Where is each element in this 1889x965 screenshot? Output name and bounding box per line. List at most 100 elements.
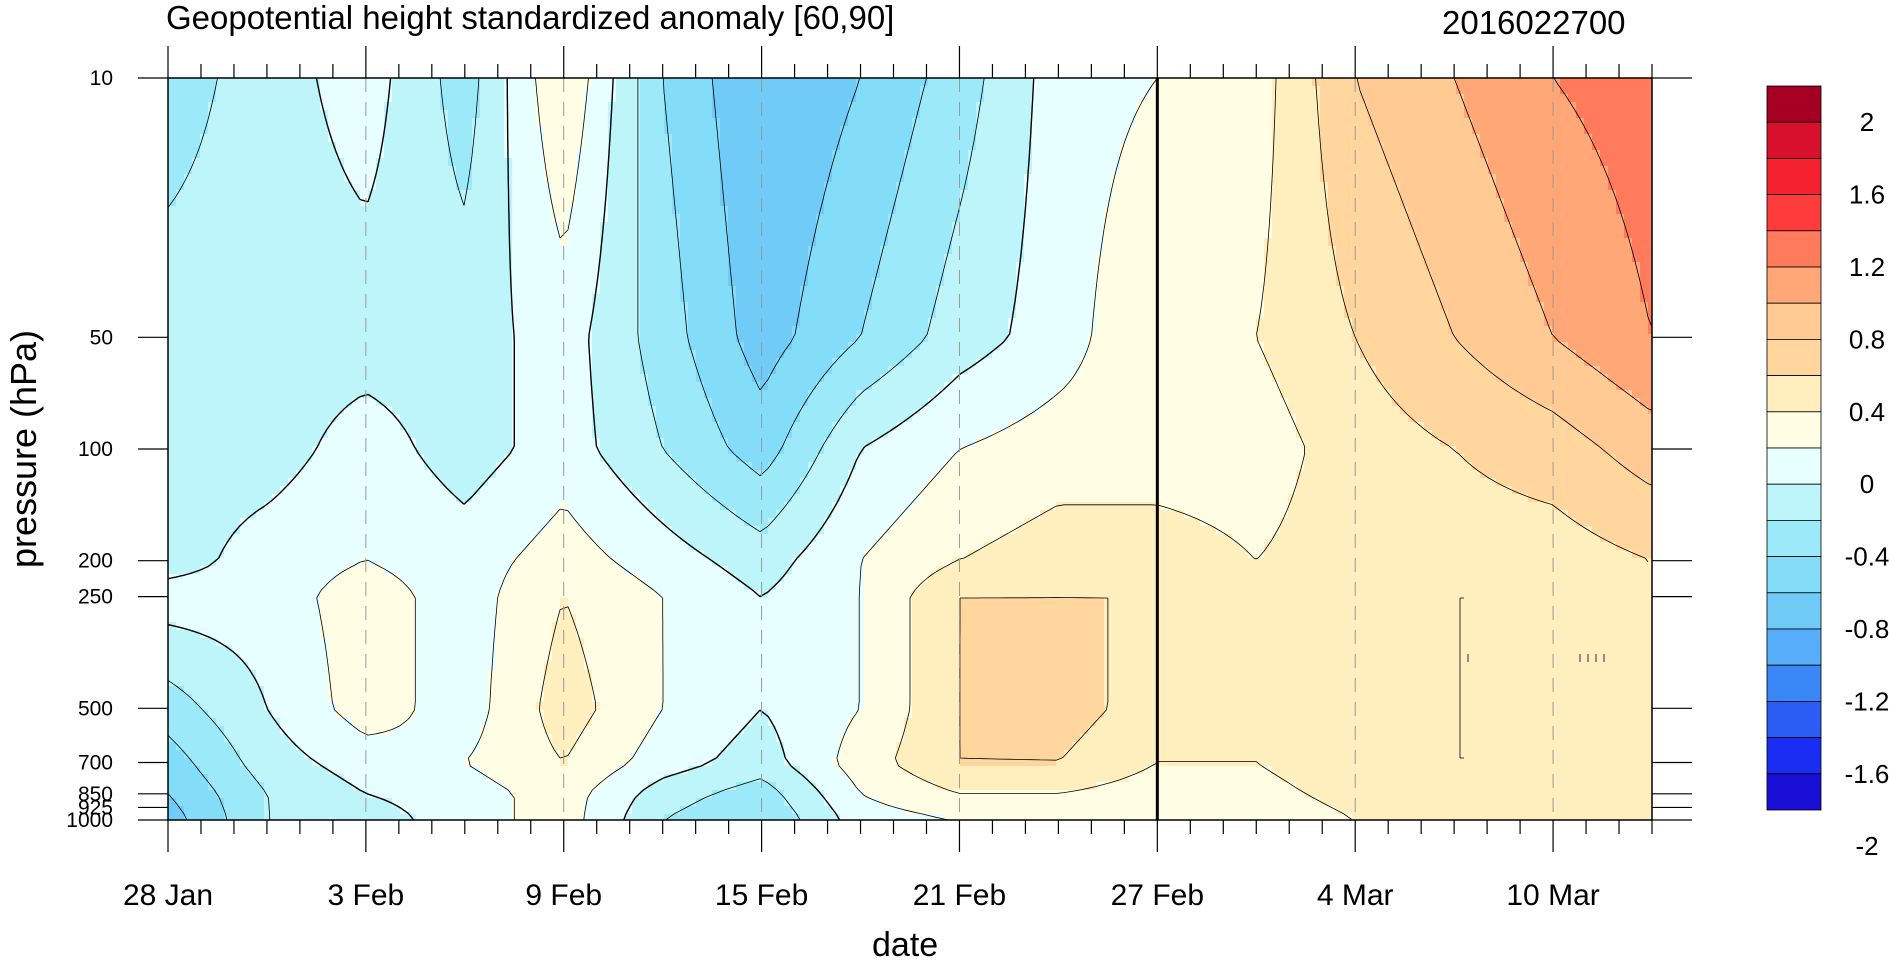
contour-cell [1344, 174, 1353, 183]
contour-cell [440, 198, 449, 207]
contour-cell [1032, 238, 1041, 247]
contour-cell [352, 270, 361, 279]
contour-cell [1368, 286, 1377, 295]
contour-cell [1600, 166, 1609, 175]
contour-cell [1480, 142, 1489, 151]
contour-cell [632, 110, 641, 119]
contour-cell [376, 166, 385, 175]
contour-cell [1120, 134, 1129, 143]
contour-cell [856, 150, 865, 159]
contour-cell [960, 198, 969, 207]
contour-cell [1440, 134, 1449, 143]
contour-cell [1320, 142, 1329, 151]
contour-cell [1392, 166, 1401, 175]
contour-cell [1120, 94, 1129, 103]
contour-cell [1584, 166, 1593, 175]
contour-cell [1288, 134, 1297, 143]
contour-cell [1544, 182, 1553, 191]
contour-cell [1344, 238, 1353, 247]
contour-cell [768, 230, 777, 239]
contour-cell [504, 262, 513, 271]
contour-cell [544, 126, 553, 135]
contour-cell [1352, 206, 1361, 215]
contour-cell [584, 158, 593, 167]
contour-cell [664, 102, 673, 111]
contour-cell [704, 238, 713, 247]
contour-cell [192, 206, 201, 215]
contour-cell [608, 198, 617, 207]
contour-cell [1448, 262, 1457, 271]
contour-cell [704, 206, 713, 215]
contour-cell [1640, 262, 1649, 271]
contour-cell [1240, 150, 1249, 159]
contour-cell [336, 78, 345, 87]
contour-cell [880, 214, 889, 223]
contour-cell [1544, 278, 1553, 287]
contour-cell [1392, 222, 1401, 231]
contour-cell [992, 94, 1001, 103]
contour-cell [1320, 230, 1329, 239]
contour-cell [1104, 102, 1113, 111]
contour-cell [192, 198, 201, 207]
contour-cell [1344, 222, 1353, 231]
contour-cell [904, 94, 913, 103]
contour-cell [232, 102, 241, 111]
contour-cell [1432, 94, 1441, 103]
contour-cell [824, 110, 833, 119]
contour-cell [632, 230, 641, 239]
contour-cell [976, 222, 985, 231]
contour-cell [192, 246, 201, 255]
contour-cell [952, 246, 961, 255]
contour-cell [488, 262, 497, 271]
contour-cell [568, 134, 577, 143]
contour-cell [1144, 134, 1153, 143]
contour-cell [648, 262, 657, 271]
contour-cell [1032, 270, 1041, 279]
contour-cell [568, 166, 577, 175]
contour-cell [720, 150, 729, 159]
contour-cell [208, 86, 217, 95]
contour-cell [344, 238, 353, 247]
contour-cell [704, 286, 713, 295]
contour-cell [1456, 174, 1465, 183]
contour-cell [328, 102, 337, 111]
contour-cell [408, 246, 417, 255]
contour-cell [432, 142, 441, 151]
contour-cell [1416, 158, 1425, 167]
contour-cell [1056, 278, 1065, 287]
contour-cell [1072, 142, 1081, 151]
contour-cell [776, 198, 785, 207]
contour-cell [656, 286, 665, 295]
contour-cell [984, 238, 993, 247]
contour-cell [832, 174, 841, 183]
contour-cell [904, 286, 913, 295]
contour-cell [280, 214, 289, 223]
contour-cell [1328, 86, 1337, 95]
contour-cell [560, 102, 569, 111]
contour-cell [688, 246, 697, 255]
contour-cell [1200, 246, 1209, 255]
contour-cell [280, 286, 289, 295]
contour-cell [1144, 158, 1153, 167]
contour-cell [1112, 174, 1121, 183]
contour-cell [488, 78, 497, 87]
contour-cell [376, 278, 385, 287]
contour-cell [800, 94, 809, 103]
contour-cell [328, 166, 337, 175]
contour-cell [432, 86, 441, 95]
contour-cell [1328, 118, 1337, 127]
contour-cell [1464, 246, 1473, 255]
contour-cell [1400, 142, 1409, 151]
contour-cell [1592, 198, 1601, 207]
contour-cell [752, 222, 761, 231]
contour-cell [584, 110, 593, 119]
contour-cell [320, 246, 329, 255]
contour-cell [808, 126, 817, 135]
contour-cell [1440, 94, 1449, 103]
contour-cell [344, 126, 353, 135]
contour-cell [768, 238, 777, 247]
contour-cell [400, 214, 409, 223]
contour-cell [776, 142, 785, 151]
contour-cell [376, 286, 385, 295]
contour-cell [1576, 94, 1585, 103]
